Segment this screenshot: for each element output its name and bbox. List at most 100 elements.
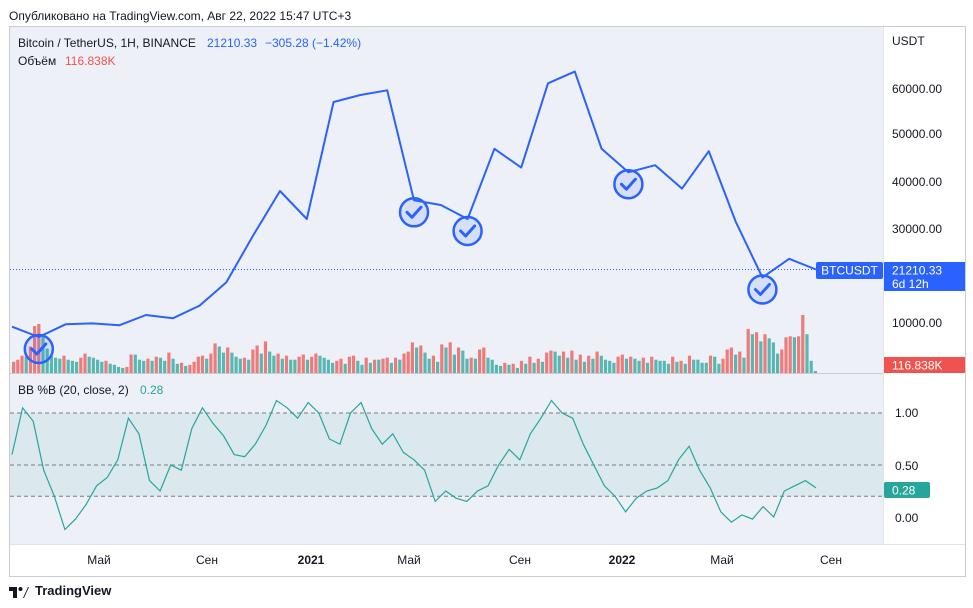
volume-bar [494, 364, 498, 373]
volume-bar [549, 350, 553, 373]
volume-bar [75, 361, 79, 373]
volume-bar [578, 354, 582, 373]
volume-bar [217, 346, 221, 373]
volume-bar [574, 359, 578, 373]
volume-bar [368, 362, 372, 373]
check-marker-circle [613, 168, 644, 200]
check-markers [23, 168, 778, 365]
volume-bar [402, 353, 406, 373]
volume-bar [167, 352, 171, 373]
volume-bar [339, 358, 343, 373]
volume-bar [415, 347, 419, 373]
volume-bar [650, 356, 654, 373]
volume-bar [524, 363, 528, 373]
volume-bar [24, 356, 28, 373]
tradingview-logo[interactable]: TradingView [9, 583, 111, 598]
volume-bar [503, 362, 507, 373]
volume-bar [49, 355, 53, 373]
main-pane-background [10, 27, 883, 373]
volume-bar [658, 360, 662, 373]
time-label-sep-2022: Сен [820, 553, 842, 567]
volume-bar [797, 336, 801, 373]
volume-bar [381, 358, 385, 373]
check-marker-circle [452, 215, 483, 247]
volume-bar [813, 371, 817, 373]
volume-bar [108, 363, 112, 373]
volume-bar [423, 352, 427, 373]
volume-bar [780, 349, 784, 373]
volume-bar [66, 359, 70, 373]
time-label-may-2022: Май [710, 553, 734, 567]
check-icon [619, 177, 637, 191]
price-tick-10000: 10000.00 [892, 316, 942, 330]
tradingview-logo-icon [9, 586, 29, 598]
check-marker [747, 274, 778, 305]
volume-bar [528, 356, 532, 373]
volume-bar [87, 356, 91, 373]
volume-title: Объём [18, 54, 56, 68]
volume-bar [788, 336, 792, 373]
volume-bar [771, 342, 775, 373]
volume-bar [654, 359, 658, 373]
symbol-title: Bitcoin / TetherUS, 1H, BINANCE [18, 36, 196, 50]
volume-bar [419, 345, 423, 373]
volume-bar [41, 336, 45, 373]
volume-bar [116, 366, 121, 373]
chart-frame: Bitcoin / TetherUS, 1H, BINANCE 21210.33… [9, 26, 966, 577]
published-caption: Опубликовано на TradingView.com, Авг 22,… [9, 9, 352, 23]
volume-bar [96, 359, 100, 373]
volume-bar [436, 361, 440, 373]
chart-svg[interactable]: Bitcoin / TetherUS, 1H, BINANCE 21210.33… [10, 27, 965, 576]
volume-bars [12, 314, 817, 373]
volume-bar [452, 354, 456, 373]
volume-bar [205, 358, 209, 373]
volume-bar [284, 355, 289, 373]
volume-bar [729, 347, 733, 373]
price-tick-30000: 30000.00 [892, 222, 942, 236]
volume-bar [58, 358, 62, 373]
volume-bar [431, 355, 435, 373]
currency-label: USDT [892, 34, 925, 48]
check-marker-circle [398, 197, 430, 228]
volume-bar [687, 355, 692, 373]
volume-bar [591, 358, 595, 373]
price-tick-40000: 40000.00 [892, 175, 942, 189]
volume-bar [70, 360, 74, 373]
legend-change: −305.28 (−1.42%) [265, 36, 361, 50]
volume-bar [100, 361, 104, 373]
volume-bar [297, 356, 301, 373]
volume-bar [666, 363, 671, 373]
volume-bar [322, 357, 326, 373]
volume-bar [406, 351, 410, 373]
volume-bar [440, 344, 444, 373]
check-marker-circle [747, 274, 778, 305]
volume-bar [679, 360, 683, 373]
volume-bar [750, 334, 754, 373]
volume-bar [561, 351, 566, 373]
volume-bar [188, 364, 192, 373]
volume-bar [683, 363, 687, 373]
volume-bar [486, 357, 490, 373]
volume-bar [641, 357, 645, 373]
volume-bar [54, 357, 58, 373]
check-marker [452, 215, 483, 247]
volume-bar [242, 357, 247, 373]
volume-bar [175, 363, 179, 373]
volume-bar [557, 355, 561, 373]
volume-bar [784, 337, 788, 373]
volume-bar [675, 361, 679, 373]
volume-bar [507, 364, 511, 373]
volume-bar [125, 366, 129, 373]
bb-band-fill [10, 413, 883, 497]
volume-bar [301, 354, 305, 373]
volume-bar [163, 360, 167, 373]
volume-bar [624, 358, 629, 373]
check-icon [30, 342, 48, 356]
volume-bar [763, 334, 767, 373]
time-label-sep-2021: Сен [509, 553, 531, 567]
check-marker [23, 333, 55, 365]
volume-bar [360, 364, 364, 373]
volume-bar [12, 361, 16, 373]
volume-tag [884, 357, 965, 373]
volume-bar [318, 355, 322, 373]
